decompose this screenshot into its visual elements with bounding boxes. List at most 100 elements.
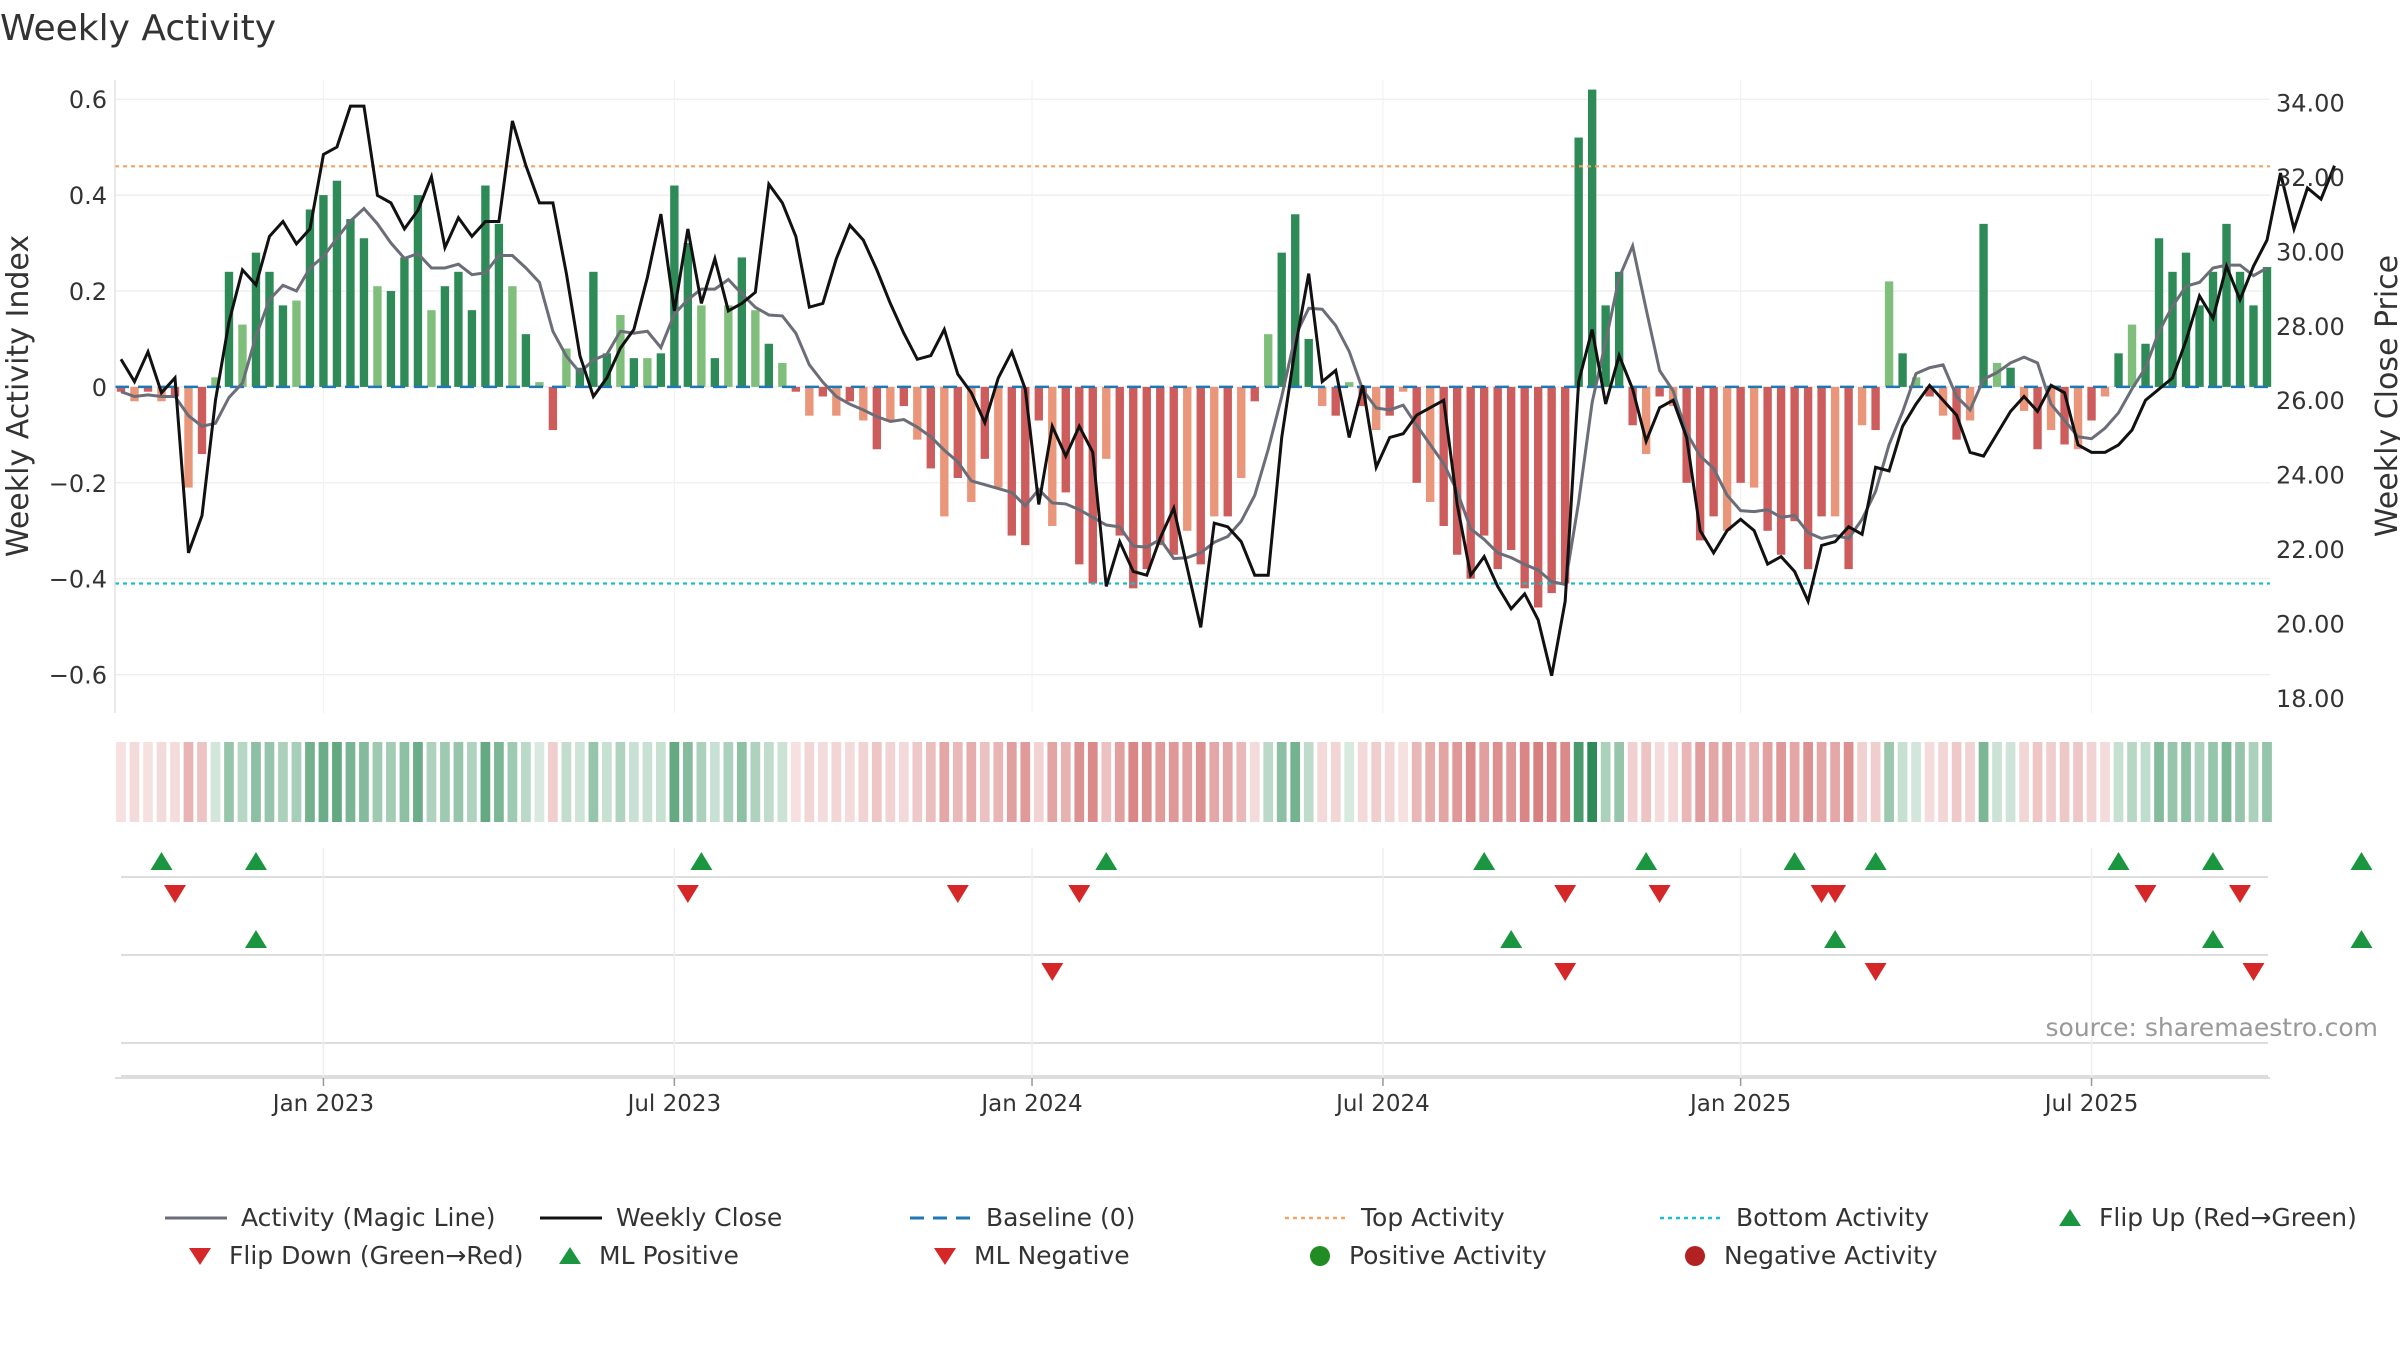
activity-bar[interactable]: [562, 348, 571, 387]
activity-bar[interactable]: [1979, 223, 1988, 387]
heat-cell[interactable]: [507, 742, 518, 822]
legend-bottom-activity[interactable]: Bottom Activity: [1660, 1203, 1929, 1232]
heat-cell[interactable]: [1924, 742, 1935, 822]
activity-bar[interactable]: [886, 386, 895, 421]
heat-cell[interactable]: [1695, 742, 1705, 822]
heat-cell[interactable]: [1722, 742, 1732, 822]
heat-cell[interactable]: [143, 742, 153, 822]
activity-bar[interactable]: [1533, 386, 1543, 608]
activity-bar[interactable]: [1075, 386, 1084, 565]
activity-bar[interactable]: [1736, 386, 1745, 483]
heat-cell[interactable]: [2235, 742, 2245, 822]
activity-bar[interactable]: [1412, 386, 1421, 483]
activity-bar[interactable]: [1574, 137, 1583, 387]
flip-up-marker[interactable]: [244, 852, 267, 870]
heat-cell[interactable]: [2032, 742, 2043, 822]
heat-cell[interactable]: [1452, 742, 1463, 822]
heat-cell[interactable]: [710, 742, 720, 822]
activity-bar[interactable]: [1102, 386, 1111, 459]
heat-cell[interactable]: [480, 742, 491, 822]
heat-cell[interactable]: [2113, 742, 2124, 822]
activity-bar[interactable]: [1790, 386, 1799, 522]
heat-cell[interactable]: [2046, 742, 2056, 822]
activity-bar[interactable]: [1493, 386, 1502, 570]
heat-cell[interactable]: [1641, 742, 1652, 822]
activity-bar[interactable]: [2019, 386, 2029, 411]
flip-down-marker[interactable]: [2229, 885, 2252, 903]
heat-cell[interactable]: [561, 742, 572, 822]
heat-cell[interactable]: [534, 742, 545, 822]
heat-cell[interactable]: [750, 742, 761, 822]
activity-bar[interactable]: [1453, 386, 1462, 555]
ml-negative-marker[interactable]: [2242, 963, 2265, 981]
heat-cell[interactable]: [952, 742, 963, 822]
activity-bar[interactable]: [427, 310, 436, 387]
activity-bar[interactable]: [2087, 386, 2096, 421]
heat-cell[interactable]: [210, 742, 221, 822]
activity-bar[interactable]: [1992, 362, 2002, 387]
heat-cell[interactable]: [979, 742, 990, 822]
activity-bar[interactable]: [278, 305, 288, 387]
activity-bar[interactable]: [1871, 386, 1880, 431]
heat-cell[interactable]: [1249, 742, 1260, 822]
heat-cell[interactable]: [1425, 742, 1436, 822]
heat-cell[interactable]: [1006, 742, 1017, 822]
activity-bar[interactable]: [2154, 238, 2164, 387]
legend-positive-activity[interactable]: Positive Activity: [1305, 1241, 1547, 1270]
activity-bar[interactable]: [2060, 386, 2069, 445]
heat-cell[interactable]: [736, 742, 747, 822]
flip-up-marker[interactable]: [690, 852, 713, 870]
activity-bar[interactable]: [1183, 386, 1192, 531]
activity-bar[interactable]: [994, 386, 1003, 488]
heat-cell[interactable]: [183, 742, 194, 822]
legend-top-activity[interactable]: Top Activity: [1285, 1203, 1505, 1232]
flip-up-marker[interactable]: [1864, 852, 1887, 870]
activity-bar[interactable]: [1722, 386, 1732, 531]
heat-cell[interactable]: [1681, 742, 1692, 822]
heat-cell[interactable]: [642, 742, 653, 822]
activity-bar[interactable]: [724, 305, 733, 387]
flip-up-marker[interactable]: [1783, 852, 1806, 870]
heat-cell[interactable]: [629, 742, 639, 822]
activity-bar[interactable]: [845, 386, 855, 402]
heat-cell[interactable]: [1087, 742, 1098, 822]
activity-bar[interactable]: [1857, 386, 1867, 426]
activity-bar[interactable]: [2127, 324, 2137, 387]
ml-negative-marker[interactable]: [1864, 963, 1887, 981]
activity-bar[interactable]: [2114, 353, 2123, 387]
heat-cell[interactable]: [1708, 742, 1719, 822]
heat-cell[interactable]: [116, 742, 126, 822]
heat-cell[interactable]: [1735, 742, 1746, 822]
heat-cell[interactable]: [305, 742, 315, 822]
legend-magic-line[interactable]: Activity (Magic Line): [165, 1203, 495, 1232]
heat-cell[interactable]: [696, 742, 707, 822]
flip-up-marker[interactable]: [1473, 852, 1496, 870]
heat-cell[interactable]: [1263, 742, 1274, 822]
activity-bar[interactable]: [197, 386, 207, 455]
activity-bar[interactable]: [1587, 89, 1597, 387]
activity-bar[interactable]: [913, 386, 922, 440]
heat-cell[interactable]: [467, 742, 477, 822]
heat-cell[interactable]: [1978, 742, 1989, 822]
activity-bar[interactable]: [818, 386, 828, 397]
heat-cell[interactable]: [1330, 742, 1341, 822]
heat-cell[interactable]: [1344, 742, 1355, 822]
heat-cell[interactable]: [1182, 742, 1193, 822]
heat-cell[interactable]: [1762, 742, 1773, 822]
activity-bar[interactable]: [1763, 386, 1772, 531]
activity-bar[interactable]: [1088, 386, 1097, 584]
activity-bar[interactable]: [521, 334, 531, 387]
heat-cell[interactable]: [372, 742, 383, 822]
legend-baseline[interactable]: Baseline (0): [910, 1203, 1135, 1232]
activity-bar[interactable]: [292, 300, 301, 387]
activity-bar[interactable]: [305, 209, 315, 387]
ml-positive-marker[interactable]: [244, 930, 267, 948]
heat-cell[interactable]: [1020, 742, 1031, 822]
activity-bar[interactable]: [751, 310, 760, 387]
heat-cell[interactable]: [1519, 742, 1530, 822]
activity-bar[interactable]: [400, 257, 409, 387]
heat-cell[interactable]: [1587, 742, 1598, 822]
ml-negative-marker[interactable]: [1041, 963, 1064, 981]
heat-cell[interactable]: [494, 742, 504, 822]
activity-bar[interactable]: [1817, 386, 1826, 517]
